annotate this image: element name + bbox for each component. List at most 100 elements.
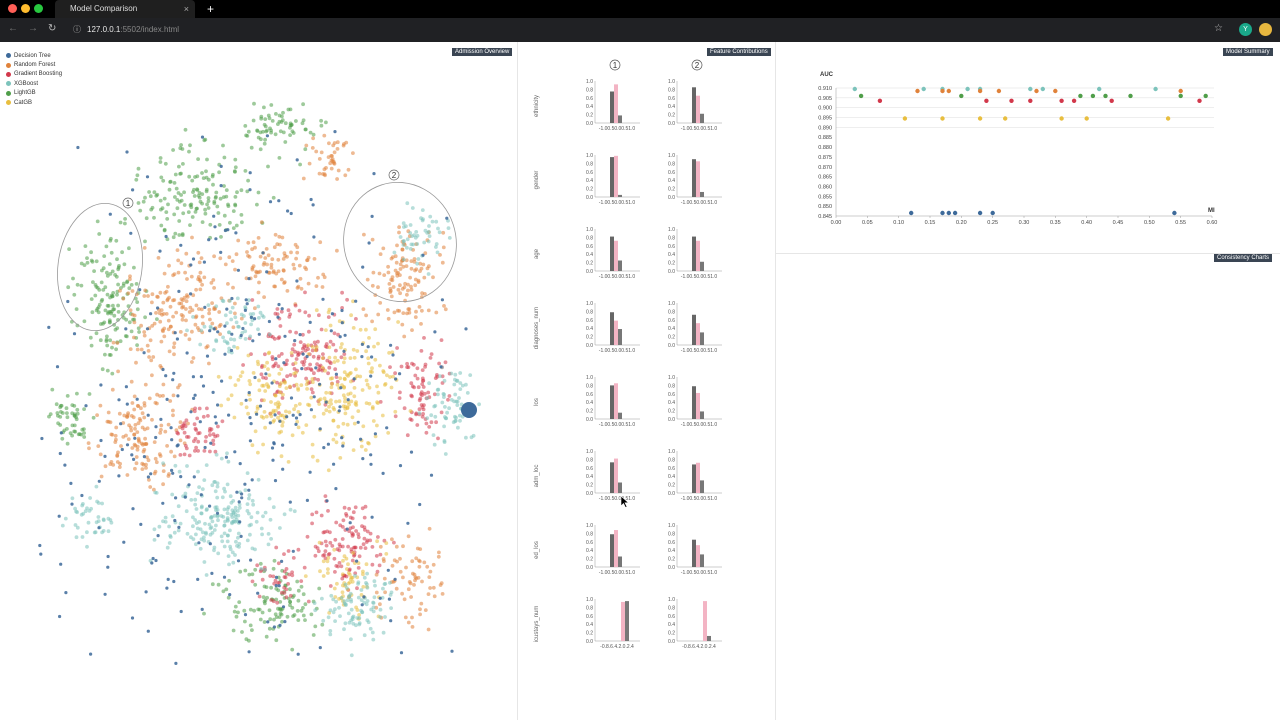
model-point[interactable] [1197,98,1202,103]
model-point[interactable] [1053,88,1058,94]
scatter-point [203,445,207,450]
x-tick-label: 0.30 [1019,220,1030,226]
model-point[interactable] [1165,116,1171,121]
scatter-point [258,147,263,152]
model-point[interactable] [946,210,951,216]
model-point[interactable] [858,93,864,99]
model-point[interactable] [1034,88,1039,94]
lasso-selection-1[interactable] [50,198,151,336]
scatter-point [189,202,194,207]
model-point[interactable] [940,116,945,121]
model-point[interactable] [1178,88,1183,94]
scatter-point [274,112,278,116]
scatter-point [147,355,151,359]
model-point[interactable] [1003,116,1008,121]
address-bar[interactable]: ⓘ 127.0.0.1:5502/index.html [70,21,1200,39]
model-point[interactable] [977,88,983,94]
model-point[interactable] [909,210,914,216]
scatter-point [98,338,103,343]
model-point[interactable] [1059,98,1064,103]
model-point[interactable] [1172,210,1177,216]
model-point[interactable] [1128,93,1133,99]
scatter-point [293,339,297,343]
tab-close-icon[interactable]: × [183,4,189,14]
scatter-point [288,312,292,317]
model-point[interactable] [1153,86,1158,92]
browser-tab[interactable]: Model Comparison × [55,0,195,18]
model-point[interactable] [921,86,926,92]
scatter-point [153,400,158,405]
scatter-point [311,203,315,207]
close-window-button[interactable] [8,4,17,13]
profile-avatar[interactable]: Y [1239,23,1252,36]
maximize-window-button[interactable] [34,4,43,13]
scatter-point [317,157,322,161]
minimize-window-button[interactable] [21,4,30,13]
scatter-point [199,493,203,497]
model-point[interactable] [940,88,945,94]
y-tick-label: 0.850 [818,204,832,210]
model-point[interactable] [1203,93,1208,99]
model-point[interactable] [902,116,908,121]
model-point[interactable] [1084,116,1089,121]
model-point[interactable] [984,98,989,103]
model-point[interactable] [996,88,1002,94]
scatter-point [273,284,277,289]
model-point[interactable] [852,86,857,92]
model-point[interactable] [1009,98,1014,103]
model-point[interactable] [946,88,951,94]
legend-item[interactable]: Gradient Boosting [6,70,62,79]
model-point[interactable] [1071,98,1077,103]
legend-item[interactable]: LightGB [6,89,62,98]
model-point[interactable] [940,210,945,216]
forward-arrow-icon[interactable]: → [28,23,38,34]
scatter-point [116,267,121,272]
model-point[interactable] [915,88,920,94]
model-point[interactable] [1040,86,1045,92]
legend-item[interactable]: CatGB [6,98,62,107]
model-point[interactable] [1109,98,1114,103]
scatter-point [123,221,127,226]
model-point[interactable] [877,98,883,103]
model-point[interactable] [1078,93,1083,99]
legend-dot [6,81,11,87]
scatter-point [321,411,326,416]
extension-icon[interactable] [1259,23,1272,36]
y-tick-label: 0.6 [586,614,593,620]
scatter-point [253,429,258,434]
model-point[interactable] [1028,86,1033,92]
lasso-selection-2[interactable] [328,168,472,317]
legend-item[interactable]: Random Forest [6,60,62,69]
admission-scatter-plot[interactable]: 1 2 [30,97,500,677]
model-point[interactable] [1090,93,1096,99]
model-point[interactable] [1059,116,1064,121]
model-point[interactable] [1028,98,1033,103]
new-tab-button[interactable]: + [207,2,215,16]
legend-item[interactable]: Decision Tree [6,51,62,60]
scatter-point [288,384,292,389]
scatter-point [212,480,217,484]
lasso-marker-2[interactable]: 2 [388,169,400,181]
model-point[interactable] [1178,93,1183,99]
scatter-point [133,436,137,440]
legend-item[interactable]: XGBoost [6,79,62,88]
model-point[interactable] [952,210,958,216]
scatter-point [394,586,399,591]
reload-icon[interactable]: ↻ [48,23,57,34]
back-arrow-icon[interactable]: ← [8,23,18,34]
scatter-point [420,208,425,212]
model-point[interactable] [965,86,970,92]
scatter-point [340,525,345,529]
model-point[interactable] [977,210,983,216]
bookmark-star-icon[interactable]: ☆ [1214,23,1223,34]
model-point[interactable] [959,93,964,99]
scatter-point [210,582,215,587]
model-point[interactable] [977,116,983,121]
lasso-marker-1[interactable]: 1 [122,197,134,209]
scatter-point [267,626,272,631]
scatter-point [130,312,135,317]
model-point[interactable] [1097,86,1102,92]
scatter-point [143,315,147,320]
model-point[interactable] [990,210,995,216]
model-point[interactable] [1103,93,1108,99]
